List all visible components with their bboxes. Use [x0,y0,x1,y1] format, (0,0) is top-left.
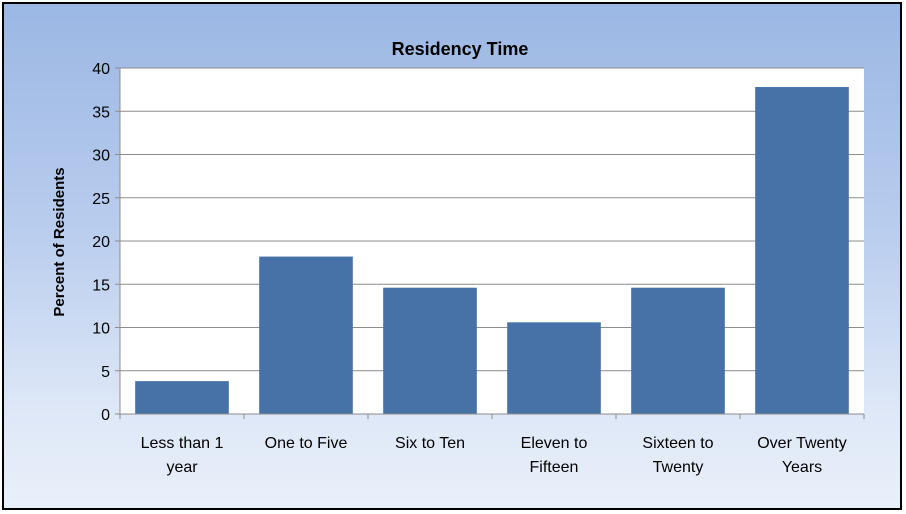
x-tick-label: year [166,459,198,476]
x-tick-label: Years [782,459,822,476]
axes [115,67,865,419]
y-tick-label: 0 [101,407,110,424]
x-tick-label: Eleven to [521,435,588,452]
x-tick-label: Six to Ten [395,435,465,452]
bars [135,87,849,414]
bar [755,87,849,414]
x-tick-label: Twenty [653,459,704,476]
y-tick-label: 40 [92,61,110,78]
bar [383,287,477,414]
y-axis-label: Percent of Residents [51,167,68,316]
y-tick-label: 15 [92,277,110,294]
x-tick-label: Fifteen [530,459,579,476]
x-tick-label: One to Five [265,435,348,452]
bar-chart: Residency Time Percent of Residents 0 5 10… [51,39,865,476]
y-tick-label: 20 [92,234,110,251]
x-tick-labels: Less than 1 year One to Five Six to Ten Elev… [141,435,847,476]
bar [631,287,725,414]
gridlines [120,67,864,372]
bar [135,381,229,414]
bar [507,322,601,414]
y-tick-label: 5 [101,364,110,381]
chart-title: Residency Time [392,39,529,59]
y-tick-label: 30 [92,148,110,165]
x-tick-label: Over Twenty [757,435,847,452]
x-tick-label: Sixteen to [642,435,713,452]
y-tick-label: 25 [92,191,110,208]
y-tick-label: 35 [92,104,110,121]
x-tick-label: Less than 1 [141,435,224,452]
y-tick-labels: 0 5 10 15 20 25 30 35 40 [92,61,110,424]
y-tick-label: 10 [92,321,110,338]
bar [259,256,353,414]
